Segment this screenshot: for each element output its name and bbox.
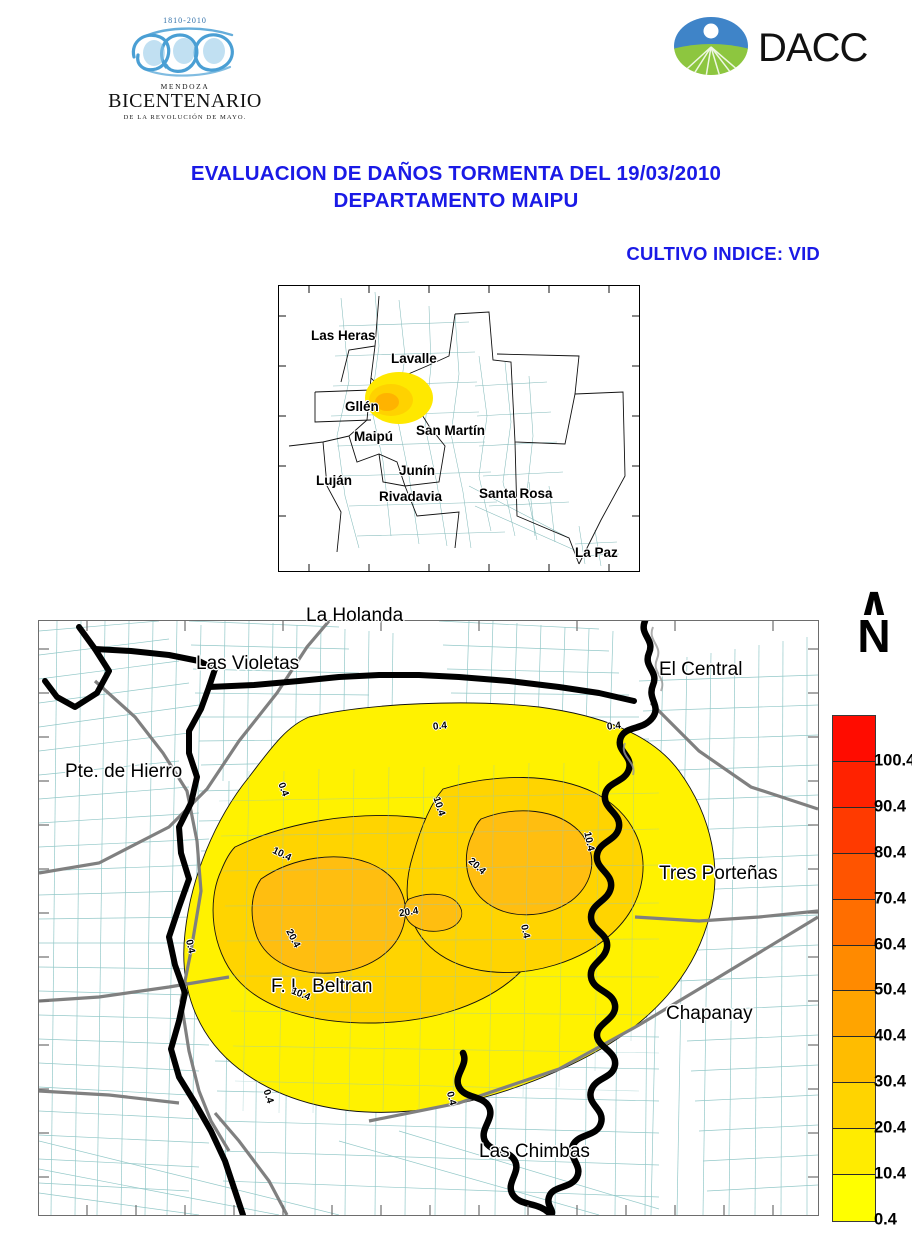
bicentenario-subtitle: DE LA REVOLUCIÓN DE MAYO. [123,114,247,121]
map-label-las-violetas: Las Violetas [196,653,300,674]
map-label-el-central: El Central [659,659,743,680]
inset-label-rivadavia: Rivadavia [379,489,443,504]
main-map: Las Violetas El Central Pte. de Hierro Tres… [38,620,819,1216]
legend-band [833,899,875,946]
main-map-graphic [39,621,818,1215]
legend-band [833,853,875,900]
legend-band [833,991,875,1038]
legend-label: 10.4 [874,1164,907,1183]
contour-label: 0.4 [432,720,448,733]
dacc-logo: DACC [672,16,872,80]
inset-label-santa-rosa: Santa Rosa [479,486,553,501]
bicentenario-province: MENDOZA [160,82,210,91]
legend-band [833,1129,875,1176]
inset-label-jun-n: Junín [399,463,435,478]
legend-label: 70.4 [874,889,907,908]
bicentenario-years: 1810-2010 [163,16,207,25]
legend-label: 40.4 [874,1026,907,1045]
dacc-circle-icon [672,15,750,82]
map-label-f-l-beltran: F. L. Beltran [271,976,373,997]
legend-label: 60.4 [874,935,907,954]
legend-band [833,945,875,992]
legend-band [833,807,875,854]
crop-index-label: CULTIVO INDICE: VID [626,243,820,264]
bicentenario-swirl-icon [70,23,300,81]
dacc-wordmark: DACC [758,26,868,70]
locator-map: Las Heras Lavalle Gllén Maipú San Martín Lujá… [278,285,640,572]
legend-label: 20.4 [874,1118,907,1137]
legend-colorbar [832,715,876,1222]
map-label-la-holanda: La Holanda [306,605,404,626]
legend-band [833,761,875,808]
inset-label-las-heras: Las Heras [311,328,376,343]
legend-label: 50.4 [874,980,907,999]
title-line-1: EVALUACION DE DAÑOS TORMENTA DEL 19/03/2… [190,162,722,185]
legend-band [833,716,875,762]
contour-label: 0.4 [606,720,622,733]
inset-label-la-paz: La Paz [575,545,618,560]
inset-label-luj-n: Luján [316,473,352,488]
inset-label-maip-: Maipú [354,429,393,444]
north-arrow: ∧ N [845,579,903,662]
legend-band [833,1083,875,1130]
legend-band [833,1037,875,1084]
inset-label-gll-n: Gllén [345,399,379,414]
legend-label: 90.4 [874,797,907,816]
legend-label: 100.4 [874,751,912,770]
legend-tick-labels: 100.4 90.4 80.4 70.4 60.4 50.4 40.4 30.4 20.4 10.… [874,715,912,1228]
title-line-2: DEPARTAMENTO MAIPU [333,189,579,213]
legend-label: 80.4 [874,843,907,862]
legend-label: 0.4 [874,1210,897,1229]
locator-map-graphic [279,286,639,571]
inset-label-lavalle: Lavalle [391,351,437,366]
north-caret-icon: ∧ [857,579,891,625]
map-label-pte-de-hierro: Pte. de Hierro [65,761,183,782]
north-letter: N [857,609,891,662]
bicentenario-wordmark: BICENTENARIO [108,90,262,112]
bicentenario-logo: 1810-2010 MENDOZA BICENTENARIO DE LA REV… [70,14,300,134]
map-label-chapanay: Chapanay [666,1003,753,1024]
map-label-las-chimbas: Las Chimbas [479,1141,590,1162]
legend-label: 30.4 [874,1072,907,1091]
map-label-tres-porte-as: Tres Porteñas [659,863,778,884]
inset-label-san-mart-n: San Martín [416,423,486,438]
legend-band [833,1175,875,1221]
page-title: EVALUACION DE DAÑOS TORMENTA DEL 19/03/2… [0,160,912,214]
